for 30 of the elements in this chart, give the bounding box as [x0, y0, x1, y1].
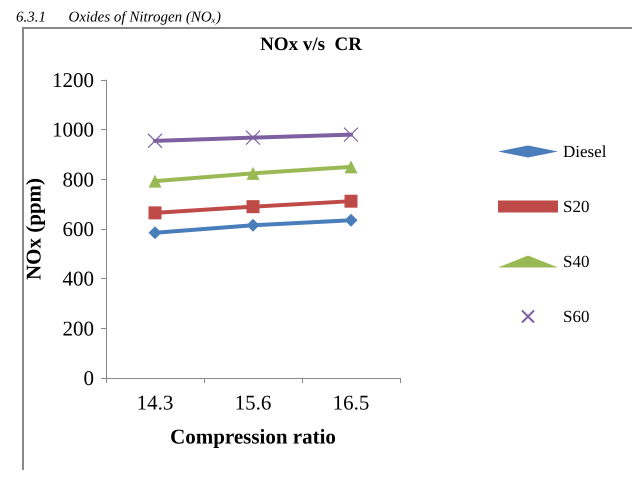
point — [344, 194, 358, 208]
point — [344, 214, 358, 227]
legend-label: S20 — [563, 197, 590, 216]
y-tick-label: 1000 — [52, 118, 94, 142]
point — [246, 200, 260, 214]
point — [147, 133, 163, 148]
point — [246, 218, 260, 232]
x-tick-label: 16.5 — [332, 390, 370, 414]
x-tick-label: 14.3 — [136, 390, 174, 414]
point — [344, 160, 358, 174]
point — [148, 174, 162, 188]
point — [148, 206, 162, 220]
x-tick-label: 15.6 — [234, 390, 272, 414]
y-tick-label: 200 — [62, 316, 94, 340]
point — [246, 166, 260, 180]
y-tick-label: 800 — [62, 167, 94, 192]
legend-label: S40 — [563, 252, 590, 271]
point — [343, 127, 359, 142]
y-tick-label: 600 — [62, 217, 94, 241]
x-axis-title: Compression ratio — [170, 424, 336, 448]
chart-title: NOx v/s CR — [260, 34, 362, 55]
legend-label: Diesel — [563, 142, 607, 161]
point — [148, 226, 162, 240]
y-axis-title: NOx (ppm) — [22, 178, 46, 280]
y-tick-label: 0 — [84, 366, 94, 390]
legend-label: S60 — [563, 307, 590, 326]
point — [245, 130, 261, 146]
y-tick-label: 400 — [62, 266, 94, 291]
y-tick-label: 1200 — [52, 68, 94, 92]
text: 6.3.1 Oxides of Nitrogen (NOₓ) — [16, 10, 221, 26]
